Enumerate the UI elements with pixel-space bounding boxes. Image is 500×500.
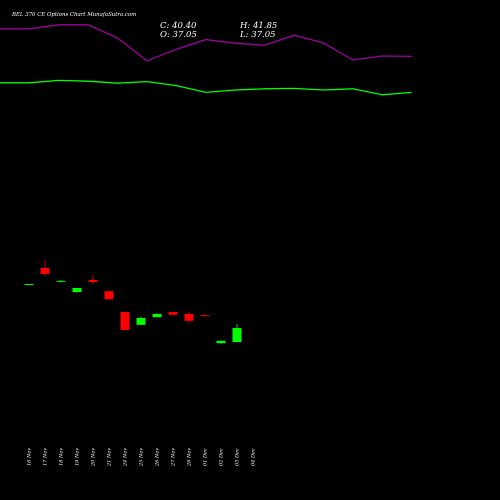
candle-body bbox=[56, 280, 66, 282]
x-tick-label: 24 Nov bbox=[123, 448, 129, 467]
high-value: H: 41.85 bbox=[239, 21, 277, 31]
candle-01-dec bbox=[200, 315, 210, 317]
x-tick-label: 16 Nov bbox=[27, 448, 33, 466]
candle-20-nov bbox=[88, 275, 98, 284]
x-tick-label: 21 Nov bbox=[107, 448, 113, 467]
overlay-line-2 bbox=[0, 24, 412, 62]
candle-24-nov bbox=[120, 312, 130, 331]
x-tick-label: 01 Dec bbox=[203, 448, 209, 466]
candle-body bbox=[184, 314, 194, 321]
x-tick-label: 17 Nov bbox=[43, 448, 49, 466]
candle-body bbox=[200, 315, 210, 317]
candle-27-nov bbox=[168, 312, 178, 316]
x-tick-label: 19 Nov bbox=[75, 448, 81, 466]
overlay-lines bbox=[0, 24, 412, 96]
chart-title: BEL 370 CE Options Chart MunafaSutra.com bbox=[11, 12, 136, 18]
candle-body bbox=[216, 340, 226, 344]
candle-02-dec bbox=[216, 340, 226, 344]
candle-body bbox=[104, 291, 114, 300]
x-tick-label: 03 Dec bbox=[235, 448, 241, 466]
overlay-line-1 bbox=[0, 79, 412, 96]
x-tick-label: 18 Nov bbox=[59, 448, 65, 466]
candles bbox=[24, 260, 242, 344]
candle-body bbox=[120, 312, 130, 330]
x-tick-label: 27 Nov bbox=[171, 448, 177, 467]
x-axis-labels: 16 Nov 17 Nov 18 Nov 19 Nov 20 Nov 21 Nov 24 N… bbox=[27, 448, 257, 467]
candle-16-nov bbox=[24, 284, 34, 285]
x-tick-label: 28 Nov bbox=[187, 448, 193, 467]
candle-body bbox=[88, 280, 98, 282]
candle-body bbox=[168, 312, 178, 315]
open-value: O: 37.05 bbox=[160, 30, 197, 40]
close-value: C: 40.40 bbox=[160, 21, 197, 31]
candle-body bbox=[152, 314, 162, 318]
candle-body bbox=[136, 318, 146, 325]
x-tick-label: 25 Nov bbox=[139, 448, 145, 467]
low-value: L: 37.05 bbox=[239, 30, 276, 40]
x-tick-label: 26 Nov bbox=[155, 448, 161, 467]
candle-19-nov bbox=[72, 288, 82, 293]
x-tick-label: 02 Dec bbox=[219, 448, 225, 466]
candle-28-nov bbox=[184, 311, 194, 324]
x-tick-label: 20 Nov bbox=[91, 448, 97, 467]
candle-body bbox=[232, 328, 242, 342]
candle-21-nov bbox=[104, 291, 114, 300]
candle-03-dec bbox=[232, 324, 242, 342]
candle-26-nov bbox=[152, 313, 162, 318]
candle-25-nov bbox=[136, 316, 146, 325]
candle-body bbox=[24, 284, 34, 285]
candle-18-nov bbox=[56, 280, 66, 283]
candle-body bbox=[72, 288, 82, 292]
x-tick-label: 04 Dec bbox=[251, 448, 257, 466]
candle-body bbox=[40, 268, 50, 274]
candle-17-nov bbox=[40, 260, 50, 276]
